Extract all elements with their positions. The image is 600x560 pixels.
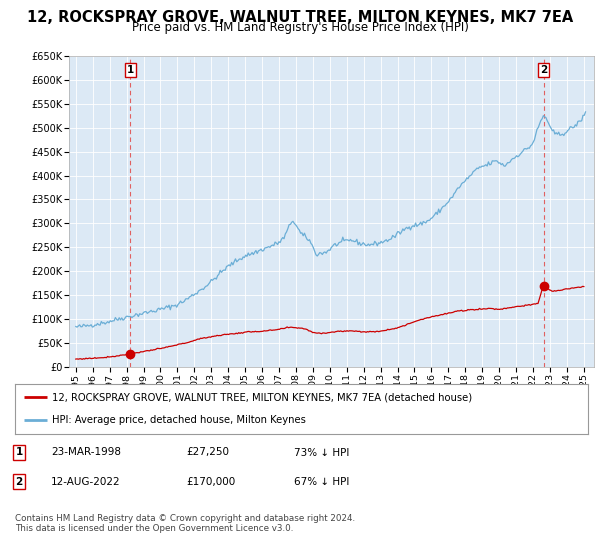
Text: 67% ↓ HPI: 67% ↓ HPI	[294, 477, 349, 487]
Text: 1: 1	[16, 447, 23, 458]
Text: 2: 2	[16, 477, 23, 487]
Text: 23-MAR-1998: 23-MAR-1998	[51, 447, 121, 458]
Text: Price paid vs. HM Land Registry's House Price Index (HPI): Price paid vs. HM Land Registry's House …	[131, 21, 469, 34]
Text: HPI: Average price, detached house, Milton Keynes: HPI: Average price, detached house, Milt…	[52, 416, 306, 426]
Text: 2: 2	[540, 66, 547, 76]
Text: 12, ROCKSPRAY GROVE, WALNUT TREE, MILTON KEYNES, MK7 7EA: 12, ROCKSPRAY GROVE, WALNUT TREE, MILTON…	[27, 10, 573, 25]
Text: £170,000: £170,000	[186, 477, 235, 487]
Text: 73% ↓ HPI: 73% ↓ HPI	[294, 447, 349, 458]
Text: 12, ROCKSPRAY GROVE, WALNUT TREE, MILTON KEYNES, MK7 7EA (detached house): 12, ROCKSPRAY GROVE, WALNUT TREE, MILTON…	[52, 392, 472, 402]
Text: £27,250: £27,250	[186, 447, 229, 458]
Text: 1: 1	[127, 66, 134, 76]
Text: Contains HM Land Registry data © Crown copyright and database right 2024.
This d: Contains HM Land Registry data © Crown c…	[15, 514, 355, 534]
Text: 12-AUG-2022: 12-AUG-2022	[51, 477, 121, 487]
